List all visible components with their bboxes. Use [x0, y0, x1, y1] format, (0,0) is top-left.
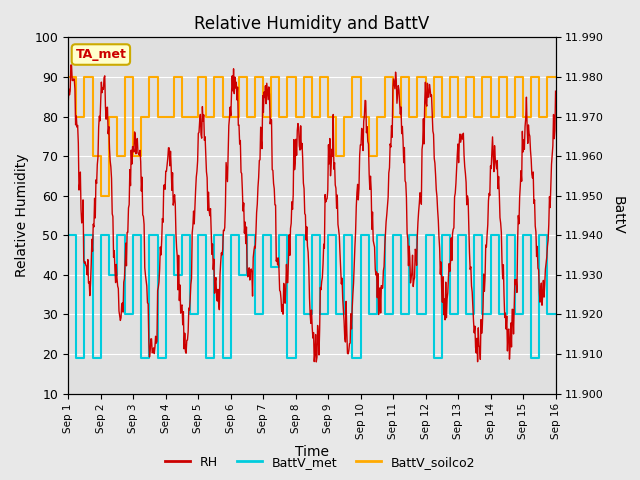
Title: Relative Humidity and BattV: Relative Humidity and BattV [194, 15, 429, 33]
Y-axis label: Relative Humidity: Relative Humidity [15, 154, 29, 277]
Text: TA_met: TA_met [76, 48, 126, 61]
Legend: RH, BattV_met, BattV_soilco2: RH, BattV_met, BattV_soilco2 [159, 451, 481, 474]
Y-axis label: BattV: BattV [611, 196, 625, 235]
X-axis label: Time: Time [295, 445, 329, 459]
